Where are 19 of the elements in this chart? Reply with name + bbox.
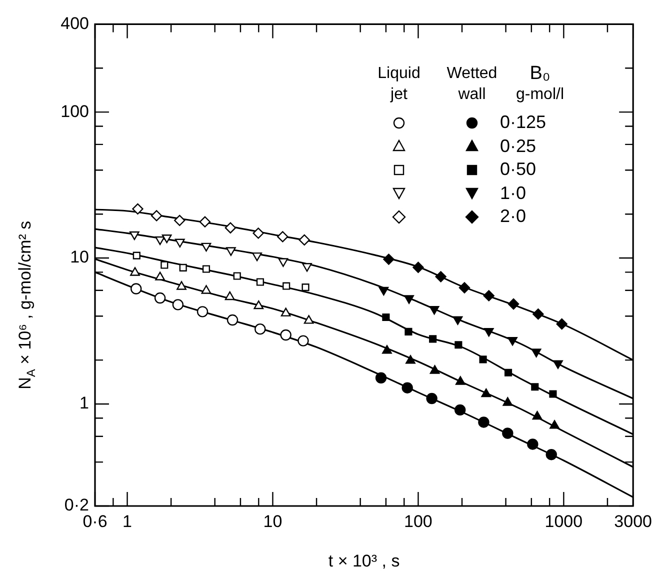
legend-label: 2·0 [500,205,528,228]
x-tick-label: 10 [263,512,282,531]
y-tick-label: 100 [60,102,89,121]
y-tick-label: 1 [80,394,89,413]
x-tick-label: 1000 [544,512,583,531]
y-axis-title: NA × 10⁶ , g-mol/cm² s [16,220,38,390]
x-axis-title: t × 10³ , s [328,552,400,571]
legend-label: 0·125 [500,111,548,134]
legend-title: B₀ g-mol/l [514,63,565,105]
x-tick-label: 100 [404,512,432,531]
y-tick-label: 10 [70,248,89,267]
legend-label: 0·25 [500,134,538,158]
x-tick-label: 1 [122,512,132,531]
legend-label: 1·0 [500,182,528,204]
annotation: Liquid jet [376,64,422,105]
x-tick-label: 3000 [614,512,652,531]
y-tick-label: 400 [60,14,89,33]
annotation: Wetted wall [446,64,498,105]
legend-label: 0·50 [500,158,538,181]
